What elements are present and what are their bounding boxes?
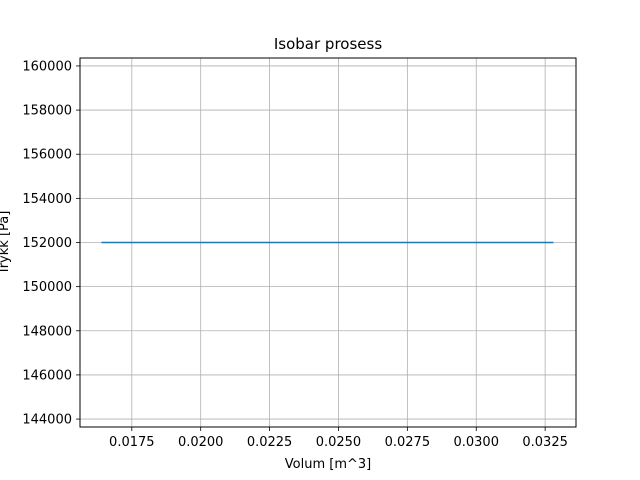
y-tick-label: 148000 xyxy=(22,324,72,339)
x-tick-label: 0.0200 xyxy=(178,435,224,450)
y-tick-label: 156000 xyxy=(22,148,72,163)
x-tick-label: 0.0175 xyxy=(109,435,155,450)
y-tick-label: 158000 xyxy=(22,104,72,119)
x-axis-ticks: 0.0175 0.0200 0.0225 0.0250 0.0275 0.0300 0.03… xyxy=(109,427,568,450)
x-tick-label: 0.0275 xyxy=(385,435,431,450)
x-axis-label: Volum [m^3] xyxy=(285,457,371,472)
x-tick-label: 0.0325 xyxy=(522,435,568,450)
x-tick-label: 0.0300 xyxy=(453,435,499,450)
x-tick-label: 0.0250 xyxy=(316,435,362,450)
y-tick-label: 160000 xyxy=(22,59,72,74)
y-tick-label: 144000 xyxy=(22,413,72,428)
x-tick-label: 0.0225 xyxy=(247,435,293,450)
y-axis-ticks: 144000 146000 148000 150000 152000 154000 1560… xyxy=(22,59,80,428)
y-axis-label: Trykk [Pa] xyxy=(0,211,12,276)
y-tick-label: 146000 xyxy=(22,368,72,383)
chart-title: Isobar prosess xyxy=(274,35,382,53)
y-tick-label: 154000 xyxy=(22,192,72,207)
y-tick-label: 150000 xyxy=(22,280,72,295)
y-tick-label: 152000 xyxy=(22,236,72,251)
